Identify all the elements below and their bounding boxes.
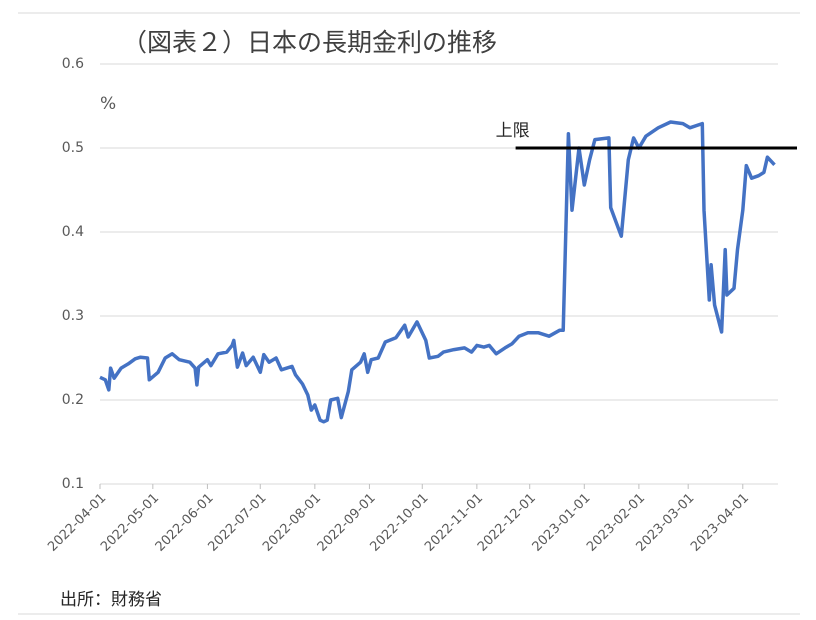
y-tick-label: 0.6 bbox=[62, 56, 84, 72]
x-tick-label: 2023-04-01 bbox=[688, 491, 752, 555]
chart-title: （図表２）日本の長期金利の推移 bbox=[122, 28, 497, 57]
data-line bbox=[99, 120, 776, 424]
y-axis-unit: % bbox=[100, 94, 116, 114]
y-tick-label: 0.4 bbox=[62, 224, 84, 240]
limit-label: 上限 bbox=[496, 121, 530, 141]
y-tick-label: 0.3 bbox=[62, 308, 84, 324]
y-tick-label: 0.2 bbox=[62, 392, 84, 408]
source: 出所：財務省 bbox=[60, 590, 162, 610]
y-tick-label: 0.5 bbox=[62, 140, 84, 156]
y-tick-label: 0.1 bbox=[62, 476, 84, 492]
